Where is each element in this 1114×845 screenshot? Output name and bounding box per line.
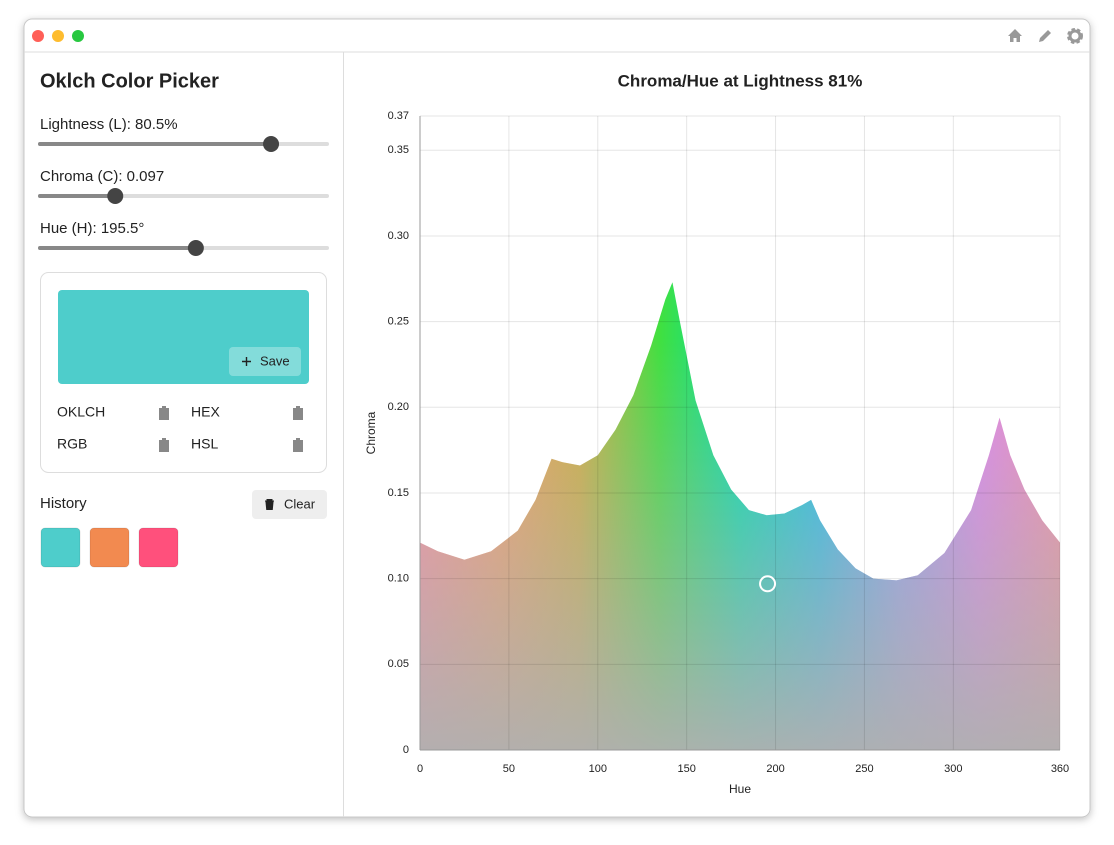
settings-icon[interactable] [1067,28,1083,44]
chart-title: Chroma/Hue at Lightness 81% [618,71,863,90]
slider-thumb[interactable] [263,136,280,152]
save-button-label: Save [260,353,290,368]
plus-icon [242,357,251,366]
copy-icon[interactable] [159,406,169,420]
current-color-marker[interactable] [759,575,777,593]
history-swatch[interactable] [40,527,81,568]
x-tick-label: 150 [677,763,695,775]
gamut-area-shade [420,282,1060,750]
history-swatch[interactable] [89,527,130,568]
copy-icon[interactable] [293,406,303,420]
y-tick-label: 0.05 [388,658,409,670]
clear-button[interactable] [252,490,327,519]
slider-label: Chroma (C): 0.097 [40,168,164,185]
save-button[interactable] [229,347,301,376]
format-label: RGB [57,436,87,452]
y-tick-label: 0.25 [388,316,409,328]
history-swatch[interactable] [138,527,179,568]
history-title: History [40,495,87,512]
format-label: OKLCH [57,404,105,420]
x-tick-label: 300 [944,763,962,775]
y-tick-label: 0.30 [388,230,409,242]
app-title: Oklch Color Picker [40,70,219,92]
x-tick-label: 0 [417,763,423,775]
chart: 0 0.05 0.10 0.15 0.20 0.25 0.30 0.35 0.37 0 50 100 1… [388,110,1070,775]
x-tick-label: 360 [1051,763,1069,775]
home-icon[interactable] [1008,29,1022,42]
copy-icon[interactable] [293,438,303,452]
y-axis-label: Chroma [364,411,378,454]
trash-icon [265,499,274,510]
edit-icon[interactable] [1039,30,1051,42]
format-label: HSL [191,436,218,452]
maximize-button[interactable] [72,30,84,42]
x-axis-label: Hue [729,782,751,796]
y-tick-label: 0.15 [388,487,409,499]
format-label: HEX [191,404,220,420]
minimize-button[interactable] [52,30,64,42]
slider-label: Hue (H): 195.5° [40,220,144,237]
y-tick-label: 0.20 [388,401,409,413]
y-tick-label: 0.35 [388,144,409,156]
clear-button-label: Clear [284,496,316,511]
close-button[interactable] [32,30,44,42]
y-tick-label: 0 [403,744,409,756]
slider-thumb[interactable] [187,240,204,256]
y-tick-label: 0.10 [388,573,409,585]
x-tick-label: 250 [855,763,873,775]
slider-thumb[interactable] [107,188,124,204]
y-tick-label: 0.37 [388,110,409,122]
slider-label: Lightness (L): 80.5% [40,116,178,133]
x-tick-label: 100 [589,763,607,775]
copy-icon[interactable] [159,438,169,452]
x-tick-label: 200 [766,763,784,775]
x-tick-label: 50 [503,763,515,775]
